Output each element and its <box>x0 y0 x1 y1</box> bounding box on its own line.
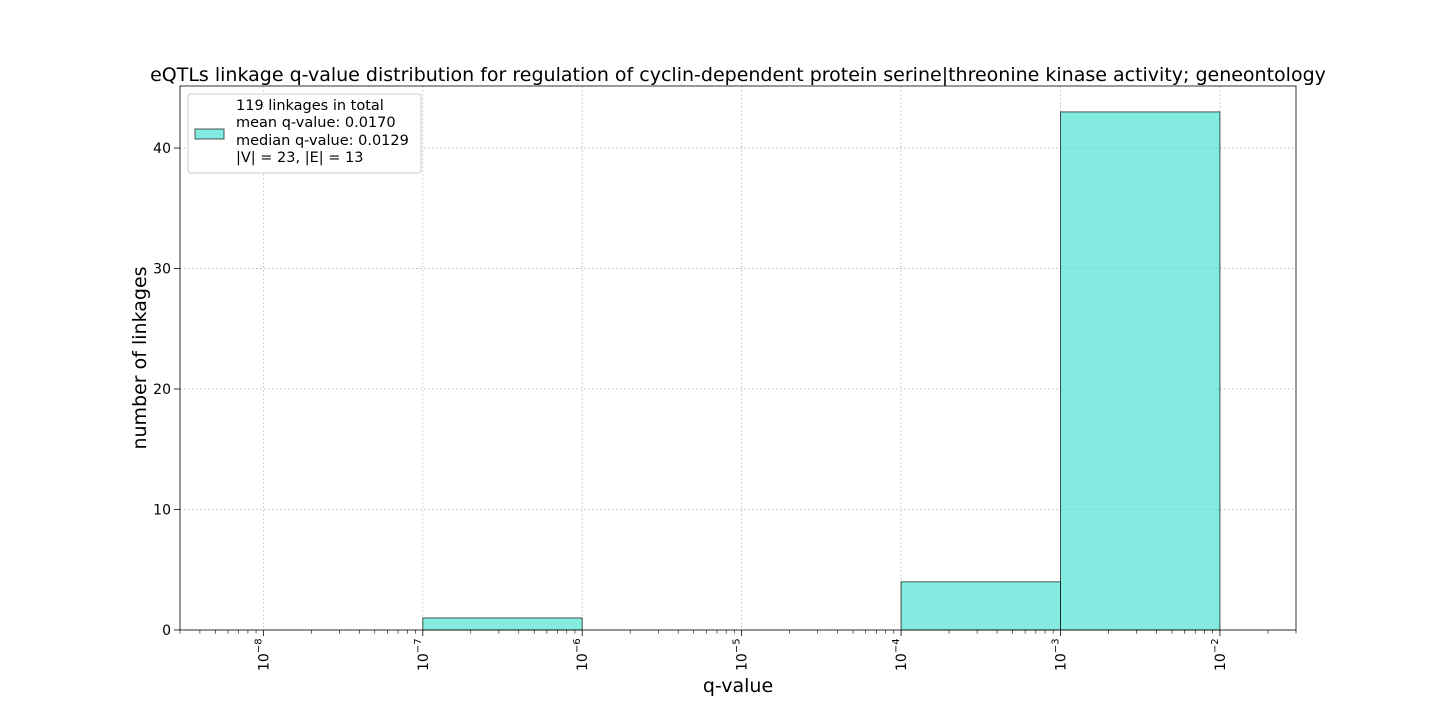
histogram-bar-4 <box>900 581 1062 631</box>
legend: 119 linkages in total mean q-value: 0.01… <box>187 93 422 174</box>
y-tick-label-4: 40 <box>153 141 171 157</box>
x-tick-label-6: 10−2 <box>1210 638 1229 671</box>
plot-frame <box>179 85 1297 631</box>
x-tick-label-0: 10−8 <box>253 638 272 671</box>
y-tick-label-1: 10 <box>153 503 171 519</box>
y-tick-label-2: 20 <box>153 382 171 398</box>
y-axis-ticks: 0 10 20 30 40 <box>153 141 180 639</box>
y-tick-label-0: 0 <box>162 623 171 639</box>
y-tick-label-3: 30 <box>153 262 171 278</box>
legend-line-graph-size: |V| = 23, |E| = 13 <box>236 150 363 166</box>
legend-line-median: median q-value: 0.0129 <box>236 133 409 149</box>
bars <box>422 111 1221 631</box>
y-axis-label: number of linkages <box>129 266 151 449</box>
x-axis-label: q-value <box>703 675 773 697</box>
legend-line-mean: mean q-value: 0.0170 <box>236 115 396 131</box>
x-tick-label-4: 10−4 <box>891 638 910 671</box>
x-axis-ticks: 10−8 10−7 10−6 10−5 10−4 10−3 10−2 <box>179 630 1297 671</box>
histogram-bar-5 <box>1060 111 1221 631</box>
x-tick-label-2: 10−6 <box>572 638 591 671</box>
x-tick-label-1: 10−7 <box>413 638 432 671</box>
legend-swatch <box>194 128 225 140</box>
x-tick-label-3: 10−5 <box>732 638 751 671</box>
x-tick-label-5: 10−3 <box>1051 638 1070 671</box>
legend-line-total: 119 linkages in total <box>236 98 384 114</box>
chart-title: eQTLs linkage q-value distribution for r… <box>150 64 1326 86</box>
legend-box <box>187 93 422 174</box>
histogram-bar-1 <box>422 617 583 631</box>
